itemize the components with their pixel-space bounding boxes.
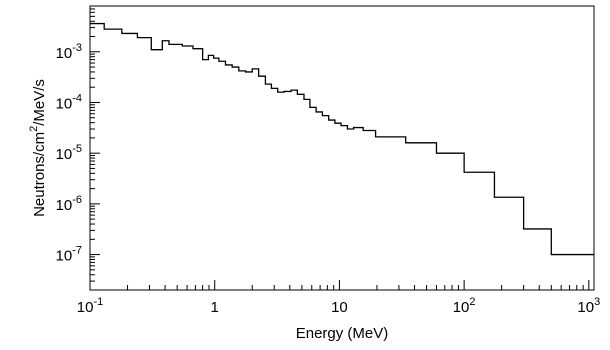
x-tick-label: 103 [577,296,600,316]
y-tick-label: 10-3 [56,42,82,62]
y-tick-label: 10-5 [56,143,82,163]
series-group [90,22,594,256]
y-axis-label-main: Neutrons/cm [31,132,48,217]
x-axis-ticks: 10-1 1 10 102 103 [77,280,600,316]
y-tick-label: 10-7 [56,245,82,265]
x-tick-label: 102 [453,296,476,316]
y-tick-label: 10-6 [56,194,82,214]
x-tick-label: 10-1 [77,296,103,316]
y-axis-ticks: 10-7 10-6 10-5 10-4 10-3 [56,5,100,291]
plot-frame [89,5,595,291]
y-axis-label: Neutrons/cm2/MeV/s [28,79,48,217]
y-tick-label: 10-4 [56,92,82,112]
x-tick-label: 10 [331,299,348,316]
y-axis-label-rest: /MeV/s [31,79,48,126]
series-step-line [90,22,594,256]
x-axis-label: Energy (MeV) [296,325,389,342]
y-axis-label-superscript: 2 [28,126,40,132]
x-tick-label: 1 [211,299,219,316]
